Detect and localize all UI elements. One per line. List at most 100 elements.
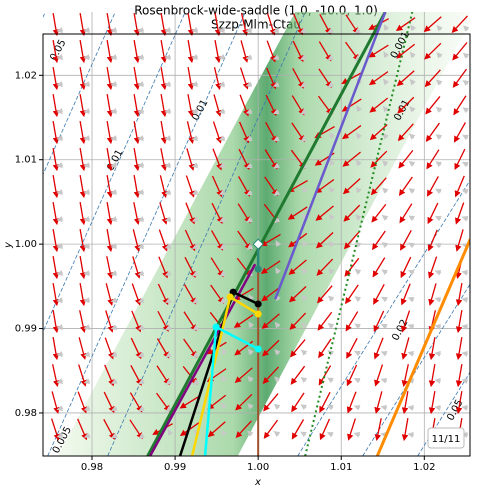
quiver-arrow-secondary xyxy=(274,349,281,356)
quiver-arrow-secondary xyxy=(218,54,226,61)
quiver-arrow-secondary xyxy=(221,375,228,383)
quiver-arrow-secondary xyxy=(192,351,200,358)
quiver-arrow xyxy=(79,40,87,64)
quiver-arrow-secondary xyxy=(110,405,118,412)
quiver-arrow xyxy=(399,203,413,224)
quiver-arrow-secondary xyxy=(355,159,362,167)
quiver-arrow xyxy=(453,95,467,116)
y-axis-label: y xyxy=(3,241,14,249)
quiver-arrow-secondary xyxy=(272,108,280,115)
quiver-arrow xyxy=(79,175,87,199)
quiver-arrow-secondary xyxy=(301,322,308,329)
quiver-arrow-secondary xyxy=(56,108,64,115)
quiver-arrow-secondary xyxy=(461,377,469,384)
quiver-arrow-secondary xyxy=(56,216,64,223)
quiver-arrow xyxy=(79,67,87,91)
quiver-arrow-secondary xyxy=(381,214,389,221)
quiver-arrow-secondary xyxy=(56,324,64,331)
quiver-arrow-secondary xyxy=(300,135,308,142)
quiver-arrow xyxy=(106,175,114,199)
quiver-arrow-secondary xyxy=(110,189,118,196)
quiver-arrow-secondary xyxy=(461,296,469,303)
quiver-arrow-secondary xyxy=(381,242,389,249)
quiver-arrow-secondary xyxy=(273,135,280,142)
x-axis-label: x xyxy=(254,477,261,488)
quiver-arrow-secondary xyxy=(407,431,415,438)
quiver-arrow-secondary xyxy=(300,376,308,383)
quiver-arrow-secondary xyxy=(247,430,254,437)
quiver-arrow xyxy=(451,15,468,34)
quiver-arrow xyxy=(106,202,114,226)
quiver-arrow xyxy=(263,393,279,412)
quiver-arrow-secondary xyxy=(164,27,172,34)
quiver-arrow-secondary xyxy=(218,81,226,88)
quiver-arrow-secondary xyxy=(137,27,145,34)
quiver-arrow-secondary xyxy=(436,52,443,59)
quiver-arrow-secondary xyxy=(434,377,442,384)
quiver-arrow xyxy=(452,68,468,88)
quiver-arrow-secondary xyxy=(407,323,415,330)
quiver-arrow xyxy=(342,125,362,140)
quiver-arrow-secondary xyxy=(83,243,91,250)
x-tick-label: 1.01 xyxy=(330,462,352,473)
quiver-arrow xyxy=(400,283,411,306)
quiver-arrow-secondary xyxy=(463,25,470,32)
quiver-arrow-secondary xyxy=(300,431,307,438)
quiver-arrow xyxy=(288,259,307,275)
quiver-arrow-secondary xyxy=(354,350,361,357)
quiver-arrow xyxy=(291,392,305,413)
quiver-arrow-secondary xyxy=(164,81,172,88)
quiver-arrow-secondary xyxy=(302,186,309,193)
quiver-arrow-secondary xyxy=(462,80,470,87)
quiver-arrow xyxy=(316,258,334,276)
quiver-arrow xyxy=(214,13,222,37)
quiver-arrow-secondary xyxy=(434,323,442,330)
quiver-arrow-secondary xyxy=(300,108,307,115)
quiver-arrow xyxy=(368,44,389,58)
quiver-arrow xyxy=(455,337,463,361)
quiver-arrow xyxy=(106,40,114,64)
quiver-arrow xyxy=(291,419,305,440)
quiver-arrow-secondary xyxy=(300,81,307,88)
quiver-arrow-secondary xyxy=(302,240,308,248)
quiver-arrow-secondary xyxy=(327,54,334,61)
quiver-arrow xyxy=(343,231,360,250)
quiver-arrow-secondary xyxy=(407,404,415,411)
quiver-arrow xyxy=(52,40,60,64)
quiver-arrow xyxy=(52,67,60,91)
quiver-arrow-secondary xyxy=(273,162,280,169)
quiver-arrow xyxy=(374,391,383,414)
quiver-arrow-secondary xyxy=(383,24,390,31)
contour-line xyxy=(297,179,470,456)
quiver-arrow-secondary xyxy=(56,405,64,412)
quiver-arrow xyxy=(369,124,388,141)
y-tick-label: 1.00 xyxy=(15,239,37,250)
quiver-arrow xyxy=(400,256,412,279)
quiver-arrow xyxy=(400,230,412,251)
quiver-arrow-secondary xyxy=(191,54,199,61)
quiver-arrow-secondary xyxy=(380,350,388,357)
annotation-box xyxy=(427,427,465,449)
quiver-arrow-secondary xyxy=(110,243,118,250)
quiver-arrow xyxy=(52,121,60,145)
quiver-arrow-secondary xyxy=(461,188,469,195)
quiver-arrow-secondary xyxy=(164,270,172,277)
quiver-arrow-secondary xyxy=(355,214,362,221)
x-tick-label: 1.02 xyxy=(413,462,435,473)
quiver-arrow-secondary xyxy=(137,243,145,250)
quiver-arrow xyxy=(368,71,389,86)
quiver-arrow xyxy=(428,256,438,279)
quiver-arrow-secondary xyxy=(382,160,389,167)
quiver-arrow-secondary xyxy=(380,323,388,330)
quiver-arrow-secondary xyxy=(218,108,226,115)
quiver-arrow-secondary xyxy=(83,27,91,34)
quiver-arrow-secondary xyxy=(137,216,145,223)
quiver-arrow xyxy=(261,313,280,329)
quiver-arrow xyxy=(52,283,60,307)
quiver-arrow-secondary xyxy=(191,81,199,88)
quiver-arrow-secondary xyxy=(409,78,416,86)
annotation: 11/11 xyxy=(432,434,461,445)
quiver-arrow xyxy=(428,364,436,388)
x-tick-label: 1.00 xyxy=(247,462,269,473)
quiver-arrow xyxy=(396,70,415,87)
